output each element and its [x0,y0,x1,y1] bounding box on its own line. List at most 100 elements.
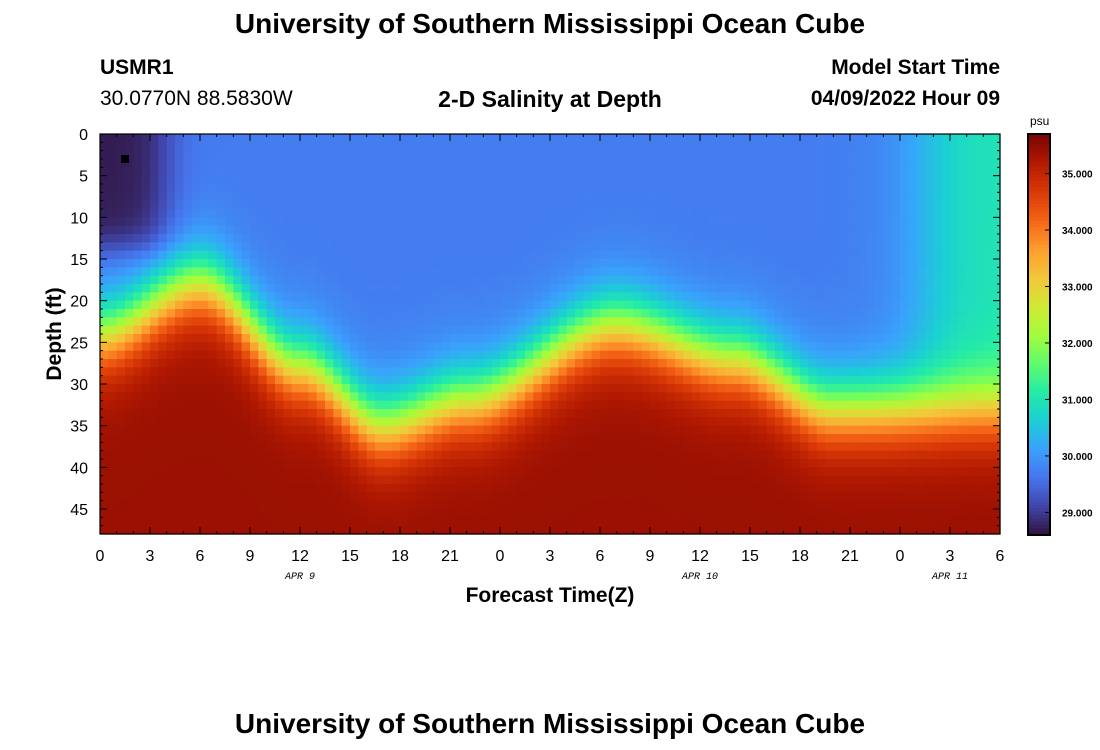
heatmap-cell [200,334,209,343]
heatmap-cell [950,192,959,202]
heatmap-cell [150,367,159,377]
heatmap-cell [166,150,176,160]
heatmap-cell [725,175,734,185]
heatmap-cell [258,325,268,335]
heatmap-cell [133,359,143,368]
heatmap-cell [800,200,809,210]
heatmap-cell [616,250,626,260]
heatmap-cell [508,517,518,527]
heatmap-cell [275,359,284,368]
heatmap-cell [500,267,509,277]
heatmap-cell [275,317,284,327]
heatmap-cell [766,250,776,260]
heatmap-cell [591,417,601,427]
heatmap-cell [416,309,426,318]
heatmap-cell [650,292,659,302]
heatmap-cell [108,325,118,335]
heatmap-cell [250,359,259,368]
heatmap-cell [741,400,751,410]
heatmap-cell [383,334,393,343]
heatmap-cell [425,200,434,210]
heatmap-cell [200,242,209,252]
heatmap-cell [100,467,109,477]
heatmap-cell [741,225,751,235]
heatmap-cell [150,359,159,368]
heatmap-cell [666,259,676,268]
heatmap-cell [950,434,959,443]
heatmap-cell [141,509,151,518]
heatmap-cell [750,292,759,302]
heatmap-cell [425,234,434,243]
heatmap-cell [558,367,568,377]
heatmap-cell [725,167,734,177]
heatmap-cell [841,334,851,343]
heatmap-cell [875,375,884,385]
heatmap-cell [341,434,351,443]
heatmap-cell [700,334,709,343]
heatmap-cell [875,467,884,477]
heatmap-cell [766,217,776,227]
heatmap-cell [316,134,326,143]
heatmap-cell [241,267,251,277]
heatmap-cell [616,284,626,293]
heatmap-cell [375,275,384,285]
heatmap-cell [933,234,943,243]
heatmap-cell [583,284,593,293]
heatmap-cell [175,434,184,443]
heatmap-cell [550,359,559,368]
heatmap-cell [291,400,301,410]
heatmap-cell [408,442,418,452]
heatmap-cell [141,484,151,493]
heatmap-cell [800,459,809,468]
heatmap-cell [633,150,643,160]
heatmap-cell [583,325,593,335]
heatmap-cell [883,442,893,452]
heatmap-cell [566,159,576,168]
heatmap-cell [450,392,459,402]
heatmap-cell [100,334,109,343]
heatmap-cell [291,425,301,435]
heatmap-cell [341,309,351,318]
heatmap-cell [233,442,243,452]
heatmap-cell [633,267,643,277]
heatmap-cell [316,259,326,268]
heatmap-cell [791,300,801,310]
heatmap-cell [833,209,843,218]
heatmap-cell [783,309,793,318]
heatmap-cell [541,359,551,368]
heatmap-cell [291,442,301,452]
heatmap-cell [716,342,726,352]
heatmap-cell [450,459,459,468]
heatmap-cell [758,384,768,393]
heatmap-cell [750,492,759,502]
heatmap-cell [800,192,809,202]
heatmap-cell [933,142,943,152]
heatmap-cell [108,284,118,293]
heatmap-cell [675,400,684,410]
heatmap-cell [175,192,184,202]
heatmap-cell [341,342,351,352]
heatmap-cell [291,325,301,335]
heatmap-cell [433,242,443,252]
heatmap-cell [950,275,959,285]
heatmap-cell [466,459,476,468]
heatmap-cell [241,384,251,393]
heatmap-cell [833,484,843,493]
heatmap-cell [300,400,309,410]
heatmap-cell [541,234,551,243]
heatmap-cell [516,300,526,310]
heatmap-cell [216,275,226,285]
heatmap-cell [575,242,584,252]
heatmap-cell [408,425,418,435]
heatmap-cell [616,325,626,335]
heatmap-cell [950,467,959,477]
heatmap-cell [658,342,668,352]
heatmap-cell [508,450,518,460]
heatmap-cell [575,159,584,168]
heatmap-cell [116,267,126,277]
heatmap-cell [916,492,926,502]
heatmap-cell [191,334,201,343]
heatmap-cell [583,417,593,427]
heatmap-cell [508,359,518,368]
heatmap-cell [333,359,343,368]
